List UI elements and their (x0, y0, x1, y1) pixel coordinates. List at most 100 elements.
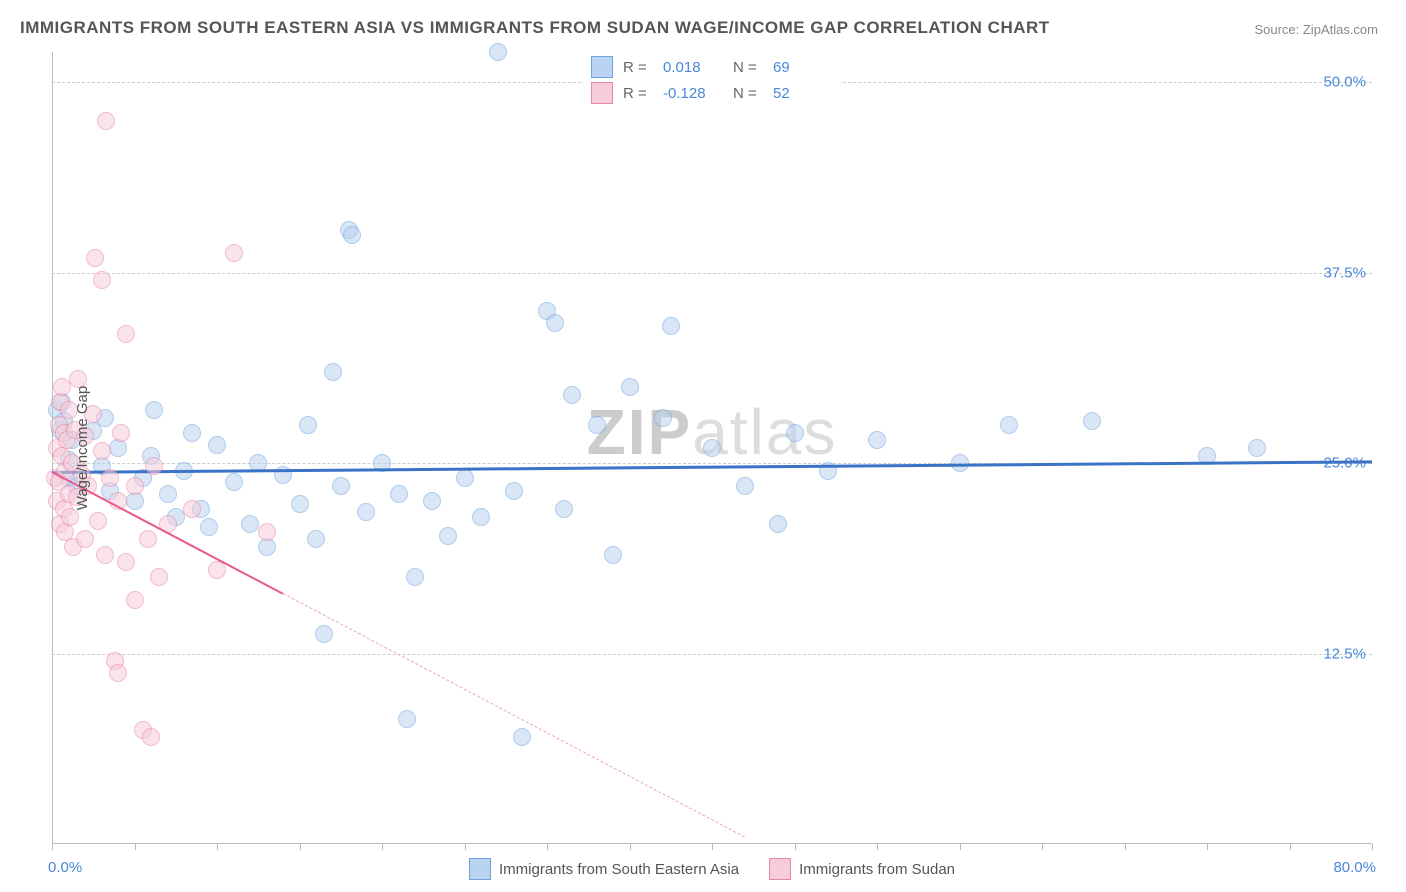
scatter-point-sea (225, 473, 243, 491)
scatter-point-sea (357, 503, 375, 521)
scatter-point-sudan (225, 244, 243, 262)
legend-item-sudan: Immigrants from Sudan (769, 858, 955, 880)
scatter-point-sudan (183, 500, 201, 518)
chart-title: IMMIGRANTS FROM SOUTH EASTERN ASIA VS IM… (20, 18, 1050, 38)
scatter-point-sudan (150, 568, 168, 586)
scatter-point-sudan (109, 664, 127, 682)
scatter-point-sudan (53, 378, 71, 396)
scatter-point-sudan (101, 469, 119, 487)
scatter-point-sudan (126, 591, 144, 609)
scatter-point-sea (868, 431, 886, 449)
legend-series: Immigrants from South Eastern Asia Immigr… (469, 858, 955, 880)
scatter-point-sea (555, 500, 573, 518)
scatter-point-sea (291, 495, 309, 513)
scatter-point-sea (439, 527, 457, 545)
x-tick (217, 844, 218, 850)
source-value: ZipAtlas.com (1303, 22, 1378, 37)
scatter-point-sudan (89, 512, 107, 530)
x-tick (1125, 844, 1126, 850)
scatter-point-sea (513, 728, 531, 746)
scatter-point-sea (398, 710, 416, 728)
x-tick (547, 844, 548, 850)
scatter-point-sea (456, 469, 474, 487)
scatter-point-sea (769, 515, 787, 533)
scatter-point-sudan (93, 271, 111, 289)
chart-area: ZIPatlas 12.5%25.0%37.5%50.0%0.0%80.0% W… (52, 52, 1372, 844)
scatter-point-sea (208, 436, 226, 454)
scatter-point-sudan (142, 728, 160, 746)
scatter-point-sudan (145, 457, 163, 475)
chart-source: Source: ZipAtlas.com (1254, 22, 1378, 37)
scatter-point-sudan (76, 530, 94, 548)
scatter-point-sea (472, 508, 490, 526)
x-tick (1290, 844, 1291, 850)
scatter-point-sea (406, 568, 424, 586)
y-tick-label: 37.5% (1323, 264, 1366, 281)
x-tick (1372, 844, 1373, 850)
x-tick (712, 844, 713, 850)
x-tick (877, 844, 878, 850)
gridline (52, 654, 1372, 655)
trend-line (283, 593, 745, 838)
scatter-point-sea (324, 363, 342, 381)
scatter-point-sea (343, 226, 361, 244)
scatter-point-sea (1083, 412, 1101, 430)
scatter-point-sea (786, 424, 804, 442)
x-max-label: 80.0% (1333, 859, 1376, 876)
legend-r-value: -0.128 (663, 85, 723, 102)
legend-series-name: Immigrants from South Eastern Asia (499, 861, 739, 878)
x-tick (630, 844, 631, 850)
scatter-point-sea (241, 515, 259, 533)
scatter-point-sudan (139, 530, 157, 548)
scatter-point-sudan (258, 523, 276, 541)
scatter-point-sea (546, 314, 564, 332)
y-tick-label: 12.5% (1323, 645, 1366, 662)
x-tick (52, 844, 53, 850)
scatter-point-sudan (97, 112, 115, 130)
scatter-point-sea (299, 416, 317, 434)
legend-r-value: 0.018 (663, 59, 723, 76)
scatter-point-sea (200, 518, 218, 536)
legend-n-value: 69 (773, 59, 833, 76)
plot-region: 12.5%25.0%37.5%50.0%0.0%80.0% (52, 52, 1372, 844)
scatter-point-sudan (117, 553, 135, 571)
y-tick-label: 25.0% (1323, 455, 1366, 472)
scatter-point-sea (621, 378, 639, 396)
scatter-point-sudan (117, 325, 135, 343)
scatter-point-sea (662, 317, 680, 335)
legend-r-label: R = (623, 85, 653, 102)
scatter-point-sea (489, 43, 507, 61)
scatter-point-sea (654, 409, 672, 427)
scatter-point-sea (604, 546, 622, 564)
scatter-point-sudan (93, 442, 111, 460)
scatter-point-sea (1248, 439, 1266, 457)
x-min-label: 0.0% (48, 859, 82, 876)
scatter-point-sea (588, 416, 606, 434)
scatter-point-sudan (112, 424, 130, 442)
scatter-point-sea (505, 482, 523, 500)
x-tick (795, 844, 796, 850)
legend-n-label: N = (733, 59, 763, 76)
legend-stats: R = 0.018 N = 69 R = -0.128 N = 52 (583, 52, 841, 108)
scatter-point-sea (1000, 416, 1018, 434)
scatter-point-sea (145, 401, 163, 419)
x-tick (1207, 844, 1208, 850)
legend-n-label: N = (733, 85, 763, 102)
x-tick (1042, 844, 1043, 850)
legend-swatch (591, 82, 613, 104)
x-tick (382, 844, 383, 850)
scatter-point-sudan (96, 546, 114, 564)
scatter-point-sea (307, 530, 325, 548)
legend-n-value: 52 (773, 85, 833, 102)
scatter-point-sea (183, 424, 201, 442)
legend-stats-row-sea: R = 0.018 N = 69 (591, 54, 833, 80)
y-axis-title: Wage/Income Gap (74, 386, 91, 511)
scatter-point-sea (159, 485, 177, 503)
scatter-point-sudan (126, 477, 144, 495)
gridline (52, 273, 1372, 274)
legend-r-label: R = (623, 59, 653, 76)
scatter-point-sea (109, 439, 127, 457)
x-tick (960, 844, 961, 850)
scatter-point-sea (703, 439, 721, 457)
legend-series-name: Immigrants from Sudan (799, 861, 955, 878)
